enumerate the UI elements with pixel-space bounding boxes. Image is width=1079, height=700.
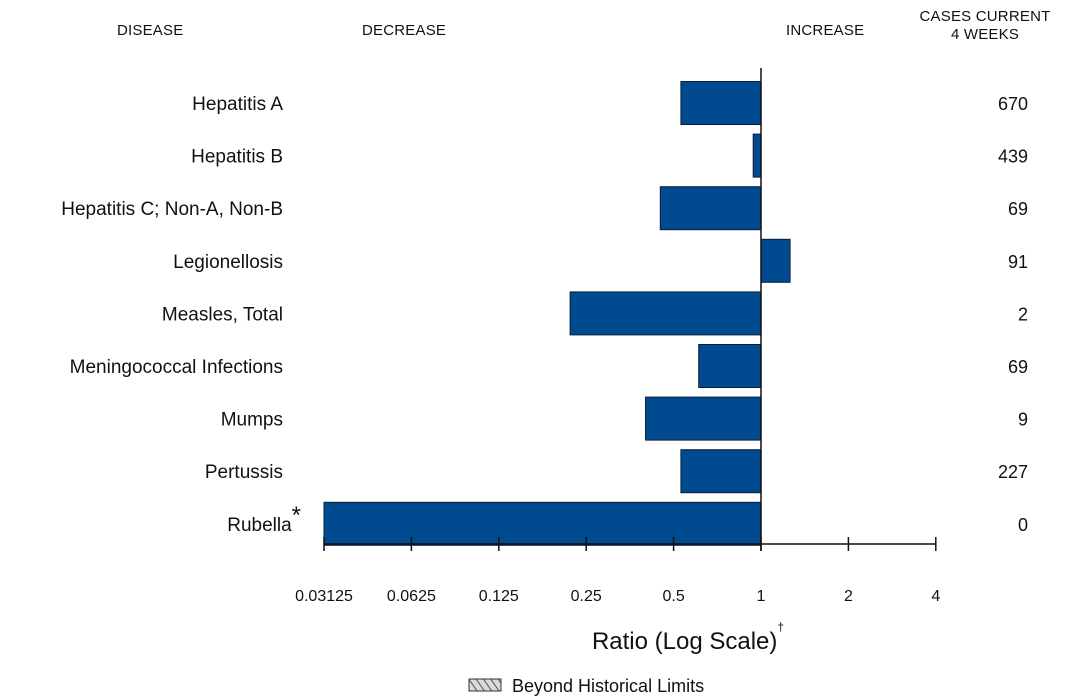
- case-count: 0: [1018, 515, 1028, 535]
- bar: [760, 238, 791, 283]
- disease-label: Hepatitis A: [192, 94, 283, 115]
- bar: [659, 186, 762, 231]
- x-tick-label: 4: [931, 588, 940, 605]
- bar: [569, 291, 762, 336]
- x-tick-label: 1: [757, 588, 766, 605]
- disease-labels: Hepatitis A Hepatitis B Hepatitis C; Non-A…: [61, 94, 301, 536]
- disease-label: Meningococcal Infections: [70, 357, 283, 378]
- case-count: 9: [1018, 410, 1028, 430]
- bar: [323, 501, 762, 546]
- case-count: 2: [1018, 304, 1028, 324]
- disease-label: Hepatitis C; Non-A, Non-B: [61, 199, 283, 220]
- header-cases-current-4-weeks: CASES CURRENT 4 WEEKS: [905, 8, 1065, 44]
- header-cases-line1: CASES CURRENT: [919, 8, 1051, 25]
- header-increase: INCREASE: [786, 22, 865, 39]
- case-count: 91: [1008, 252, 1028, 272]
- disease-label: Legionellosis: [173, 252, 283, 273]
- header-disease: DISEASE: [117, 22, 184, 39]
- legend-label: Beyond Historical Limits: [512, 676, 704, 696]
- case-count: 670: [998, 94, 1028, 114]
- case-count: 227: [998, 462, 1028, 482]
- disease-label: Measles, Total: [162, 304, 283, 325]
- x-axis-title: Ratio (Log Scale)†: [592, 620, 784, 655]
- x-tick-label: 0.125: [479, 588, 519, 605]
- x-tick-label: 0.5: [662, 588, 684, 605]
- legend: Beyond Historical Limits: [468, 676, 704, 696]
- bar: [680, 449, 762, 494]
- footnote-mark: *: [292, 502, 301, 529]
- header-decrease: DECREASE: [362, 22, 447, 39]
- case-count: 69: [1008, 199, 1028, 219]
- header-cases-line2: 4 WEEKS: [950, 26, 1020, 43]
- bar: [752, 133, 762, 178]
- disease-label: Pertussis: [205, 462, 283, 483]
- case-counts: 670 439 69 91 2 69 9 227 0: [998, 94, 1028, 535]
- disease-label: Hepatitis B: [191, 147, 283, 168]
- x-tick-label: 2: [844, 588, 853, 605]
- case-count: 439: [998, 147, 1028, 167]
- case-count: 69: [1008, 357, 1028, 377]
- x-tick-label: 0.0625: [387, 588, 436, 605]
- x-axis-title-footnote: †: [777, 620, 784, 634]
- x-axis: 0.03125 0.0625 0.125 0.25 0.5 1 2 4 Ratio (Log S…: [295, 68, 940, 655]
- disease-label: Mumps: [221, 410, 283, 431]
- legend-swatch-hatched: [468, 678, 502, 692]
- bar: [645, 396, 762, 441]
- bars-layer: [323, 81, 791, 546]
- bar: [698, 344, 762, 388]
- disease-label: Rubella*: [227, 502, 301, 536]
- x-tick-label: 0.03125: [295, 588, 353, 605]
- x-tick-label: 0.25: [571, 588, 602, 605]
- bar: [680, 81, 762, 125]
